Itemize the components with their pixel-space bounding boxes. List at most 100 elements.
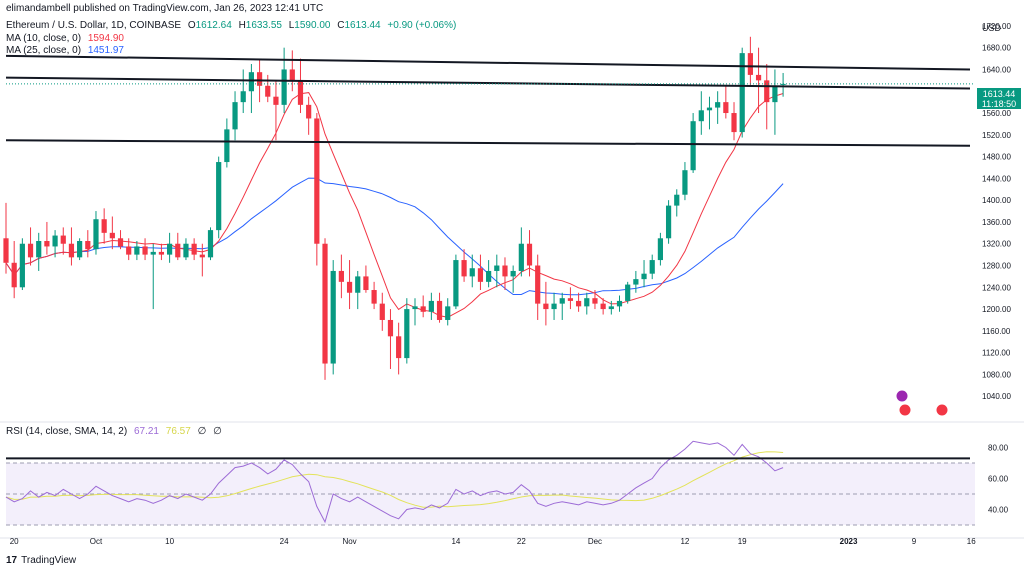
open-label: O: [187, 20, 196, 31]
dividend-event-icon: [895, 389, 909, 403]
candle-body: [273, 96, 279, 105]
candle-body: [158, 251, 165, 255]
price-tick-label: 1400.00: [982, 196, 1011, 205]
ma25-legend[interactable]: MA (25, close, 0) 1451.97: [6, 45, 128, 57]
rsi-legend[interactable]: RSI (14, close, SMA, 14, 2) 67.21 76.57 …: [6, 426, 226, 438]
candle-body: [289, 69, 295, 81]
close-label: C: [337, 20, 345, 31]
time-tick-label: 10: [165, 537, 174, 546]
candle-body: [567, 298, 574, 301]
symbol-legend[interactable]: Ethereum / U.S. Dollar, 1D, COINBASE O16…: [6, 20, 460, 32]
candle-body: [207, 230, 214, 258]
candle-body: [420, 306, 426, 312]
candle-body: [346, 281, 353, 293]
time-tick-label: 9: [912, 537, 917, 546]
rsi-tick-label: 60.00: [988, 475, 1009, 484]
price-tick-label: 1360.00: [982, 218, 1011, 227]
candle-body: [216, 162, 222, 231]
candle-body: [150, 251, 156, 255]
time-tick-label: 12: [680, 537, 689, 546]
candle-body: [486, 270, 492, 282]
last-price: 1613.44: [982, 89, 1016, 99]
price-tick-label: 1320.00: [982, 240, 1011, 249]
candle-body: [134, 246, 140, 255]
change-value: +0.90 (+0.06%): [387, 20, 457, 31]
candle-body: [85, 241, 91, 250]
time-tick-label: 22: [517, 537, 526, 546]
candle-body: [502, 265, 508, 277]
candle-body: [199, 254, 205, 258]
price-tick-label: 1560.00: [982, 109, 1011, 118]
level-resistance-lower: [5, 76, 971, 90]
candle-body: [715, 102, 721, 108]
ma10-legend[interactable]: MA (10, close, 0) 1594.90: [6, 33, 128, 45]
price-tick-label: 1720.00: [982, 22, 1011, 31]
candle-body: [436, 300, 443, 320]
price-tick-label: 1160.00: [982, 327, 1011, 336]
candle-body: [510, 270, 516, 277]
candle-body: [322, 243, 328, 364]
candle-body: [52, 235, 58, 247]
candle-body: [543, 303, 549, 310]
candle-body: [625, 284, 631, 301]
price-tick-label: 1080.00: [982, 370, 1011, 379]
candle-body: [657, 238, 663, 261]
candle-body: [355, 276, 361, 293]
candle-body: [445, 306, 451, 320]
time-tick-label: 14: [451, 537, 460, 546]
candle-body: [117, 238, 124, 247]
time-tick-label: 16: [967, 537, 976, 546]
low-label: L: [288, 20, 295, 31]
candle-body: [68, 243, 75, 258]
candle-body: [396, 336, 402, 359]
candle-body: [93, 219, 99, 250]
event-icons: [895, 389, 949, 417]
candle-body: [592, 298, 598, 304]
grid: [0, 421, 1024, 539]
candle-body: [690, 121, 696, 171]
candle-body: [232, 102, 238, 130]
candle-body: [518, 243, 524, 271]
candle-body: [428, 300, 434, 312]
high-value: 1633.55: [245, 20, 282, 31]
candle-body: [191, 243, 197, 255]
time-tick-label: 20: [10, 537, 19, 546]
candle-body: [240, 91, 246, 103]
candle-body: [371, 290, 377, 304]
candle-body: [453, 260, 459, 307]
price-tick-label: 1240.00: [982, 283, 1011, 292]
price-tick-label: 1040.00: [982, 392, 1011, 401]
open-value: 1612.64: [195, 20, 232, 31]
time-tick-label: Dec: [588, 537, 602, 546]
time-tick-label: 19: [738, 537, 747, 546]
level-resistance-upper: [5, 54, 971, 71]
rsi-extra-1: ∅: [197, 426, 207, 437]
price-tick-label: 1520.00: [982, 131, 1011, 140]
level-support: [5, 139, 971, 147]
candle-body: [600, 303, 606, 310]
candle-body: [764, 80, 770, 103]
candle-body: [27, 243, 34, 258]
candle-body: [649, 260, 655, 274]
us-flag-event-icon: [898, 403, 912, 417]
candle-body: [526, 243, 533, 266]
candle-body: [248, 72, 254, 92]
candle-body: [77, 241, 83, 258]
candle-body: [109, 232, 115, 239]
ma10-value: 1594.90: [87, 33, 124, 44]
candle-body: [469, 268, 475, 277]
tradingview-logo[interactable]: 17 TradingView: [6, 555, 76, 566]
candle-body: [11, 262, 17, 288]
time-tick-label: 2023: [840, 537, 858, 546]
time-tick-label: 24: [280, 537, 289, 546]
candle-body: [60, 235, 66, 244]
candle-body: [256, 72, 263, 86]
price-tick-label: 1440.00: [982, 174, 1011, 183]
candle-body: [494, 265, 500, 271]
time-tick-label: Oct: [90, 537, 103, 546]
rsi-panel: [5, 440, 975, 526]
last-price-tag: 1613.44 11:18:50: [977, 88, 1021, 109]
symbol-name: Ethereum / U.S. Dollar, 1D, COINBASE: [6, 20, 182, 31]
candle-body: [755, 74, 762, 81]
